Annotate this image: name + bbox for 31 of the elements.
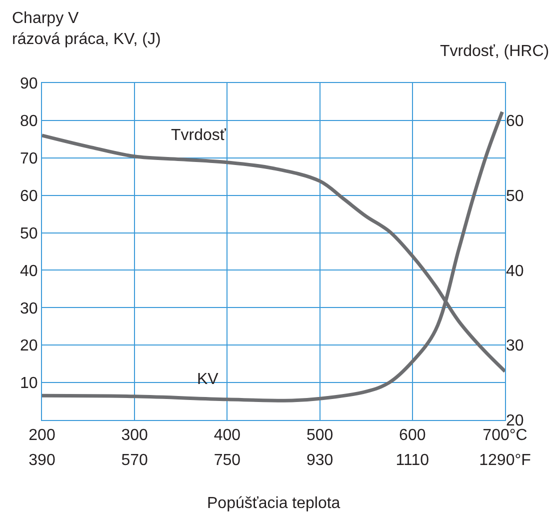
x2-tick-label: 570 xyxy=(121,452,148,470)
y2-tick-label: 20 xyxy=(506,412,524,430)
y2-tick-label: 40 xyxy=(506,262,524,280)
y-tick-label: 60 xyxy=(20,188,38,205)
y2-tick-label: 50 xyxy=(506,188,524,205)
annotation: Tvrdosť xyxy=(171,127,227,144)
y-tick-label: 40 xyxy=(20,262,38,280)
y-axis-title: Charpy V rázová práca, KV, (J) xyxy=(12,10,161,48)
x-tick-label: 200 xyxy=(28,427,56,444)
y2-axis-title: Tvrdosť, (HRC) xyxy=(440,43,550,60)
y-tick-label: 80 xyxy=(20,113,38,130)
x-tick-label: 600 xyxy=(399,427,426,444)
y-tick-label: 90 xyxy=(20,76,38,93)
y-tick-label: 50 xyxy=(20,225,38,242)
line-series xyxy=(42,110,504,402)
y2-tick-label: 30 xyxy=(506,338,524,355)
x2-tick-label: 1290°F xyxy=(479,452,532,470)
x-tick-label: 300 xyxy=(121,427,148,444)
y2-tick-label: 60 xyxy=(506,113,524,130)
x-tick-label: 700°C xyxy=(482,427,528,444)
x2-tick-label: 1110 xyxy=(396,452,430,470)
y-tick-label: 20 xyxy=(20,338,38,355)
x2-tick-label: 390 xyxy=(28,452,56,470)
x-tick-label: 400 xyxy=(214,427,241,444)
y-tick-label: 10 xyxy=(20,375,38,392)
y-tick-label: 30 xyxy=(20,300,38,318)
x-tick-label: 500 xyxy=(306,427,334,444)
x2-tick-label: 930 xyxy=(306,452,334,470)
x-axis-title: Popúšťacia teplota xyxy=(207,495,340,512)
y-tick-label: 70 xyxy=(20,150,38,168)
x2-tick-label: 750 xyxy=(214,452,241,470)
